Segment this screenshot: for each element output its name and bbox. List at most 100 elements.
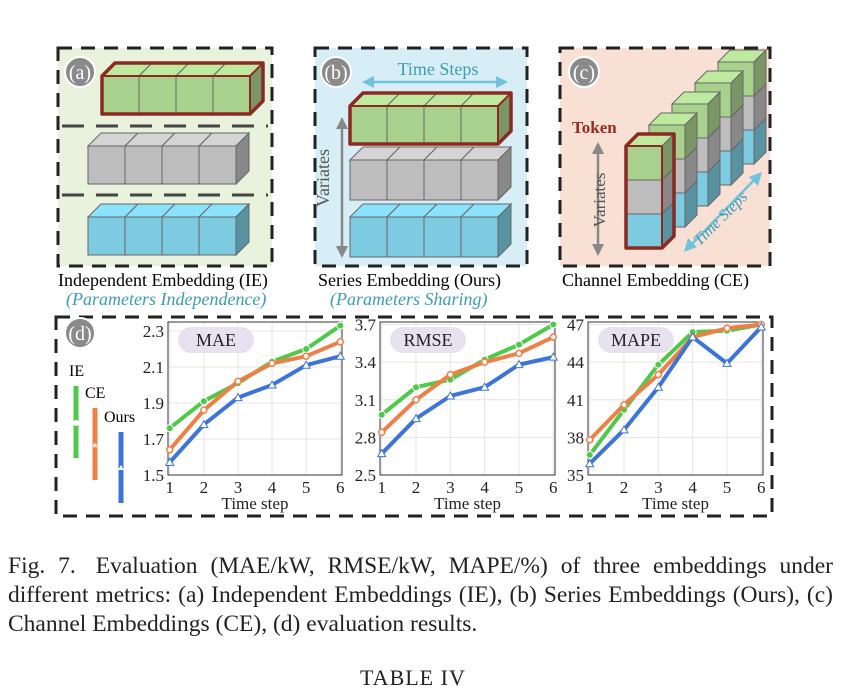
point-ours xyxy=(514,359,524,369)
panel-a-badge xyxy=(64,56,96,88)
point-ours xyxy=(687,332,698,341)
point-ce xyxy=(200,406,208,414)
x-tick-label: 5 xyxy=(515,478,524,497)
panel-d-frame xyxy=(54,315,774,518)
series-line-ours xyxy=(168,354,341,464)
point-ce xyxy=(268,359,276,368)
panel-b-name: Series Embedding (Ours) xyxy=(318,270,501,291)
y-tick-label: 2.3 xyxy=(143,322,164,341)
blue-cube-row xyxy=(348,202,513,259)
point-ce xyxy=(377,428,386,437)
y-tick-label: 1.7 xyxy=(143,430,165,449)
point-ce xyxy=(302,352,310,360)
point-ours xyxy=(164,457,175,466)
time-arrow xyxy=(689,177,757,247)
panel-d-badge xyxy=(64,317,96,349)
point-ie xyxy=(377,410,386,419)
blue-cube-row xyxy=(86,202,251,257)
y-tick-label: 38 xyxy=(567,428,584,447)
green-cube-row xyxy=(100,61,265,116)
x-tick-label: 1 xyxy=(377,478,386,497)
point-ce xyxy=(480,358,489,366)
x-tick-label: 4 xyxy=(480,478,489,497)
panel-b-letter: (b) xyxy=(324,62,347,84)
gray-cube-row xyxy=(348,145,513,202)
panel-c-token-label: Token xyxy=(572,118,617,137)
series-line-ce xyxy=(588,322,762,442)
series-line-ours xyxy=(588,325,763,466)
x-tick-label: 4 xyxy=(688,478,697,497)
y-tick-label: 3.1 xyxy=(355,391,376,410)
x-tick-label: 5 xyxy=(723,478,732,497)
legend-ce-label: CE xyxy=(85,385,105,402)
panel-d: (d) IE CE ★ Ours 1.5 1.7 1.9 2.1 2.3 1 2 3 4 5 6 MA… xyxy=(54,315,774,518)
point-ours xyxy=(548,352,559,361)
next-table-title: TABLE IV xyxy=(360,665,466,690)
point-ours xyxy=(584,458,595,468)
point-ce xyxy=(336,338,345,346)
panel-b-top-label: Time Steps xyxy=(398,59,479,79)
y-tick-label: 2.5 xyxy=(355,466,376,485)
gray-cube-row xyxy=(86,131,251,186)
panel-a: (a) Independent Embedding (IE) (Paramete… xyxy=(56,46,274,310)
y-tick-label: 41 xyxy=(567,391,584,410)
point-ours xyxy=(445,390,456,400)
x-axis-label: Time step xyxy=(222,494,289,513)
panel-a-name: Independent Embedding (IE) xyxy=(58,270,268,291)
chart-title-pill xyxy=(598,327,674,353)
x-axis-label: Time step xyxy=(434,494,501,513)
point-ie xyxy=(302,345,311,353)
point-ours xyxy=(479,382,490,391)
point-ie xyxy=(585,450,594,459)
panel-d-letter: (d) xyxy=(68,323,91,345)
legend-ce-marker: ★ xyxy=(91,441,98,450)
green-cube-row xyxy=(348,91,513,146)
point-ours xyxy=(267,379,277,389)
y-tick-label: 1.5 xyxy=(143,466,164,485)
chart-title-pill xyxy=(178,327,254,353)
x-tick-label: 1 xyxy=(165,478,174,497)
x-tick-label: 6 xyxy=(336,478,345,497)
point-ie xyxy=(514,340,523,349)
point-ours xyxy=(756,322,767,331)
panel-c-side-label: Variates xyxy=(590,173,609,228)
point-ours xyxy=(301,360,312,369)
legend-ie-marker xyxy=(73,420,79,426)
y-tick-label: 2.1 xyxy=(143,358,164,377)
chart-title: MAE xyxy=(196,330,236,350)
figure: (a) Independent Embedding (IE) (Paramete… xyxy=(54,46,774,518)
panel-b-side-label: Variates xyxy=(313,149,333,207)
x-tick-label: 3 xyxy=(654,478,663,497)
point-ours xyxy=(619,424,629,434)
point-ie xyxy=(412,383,421,392)
panel-a-sub: (Parameters Independence) xyxy=(66,289,266,310)
y-tick-label: 44 xyxy=(567,353,585,372)
point-ours xyxy=(335,351,346,360)
series-line-ce xyxy=(168,339,342,452)
chart-title-pill xyxy=(390,327,466,353)
point-ie xyxy=(165,424,174,433)
point-ours xyxy=(653,382,664,391)
panel-c-letter: (c) xyxy=(573,62,595,84)
x-tick-label: 4 xyxy=(268,478,277,497)
panel-b-badge xyxy=(320,56,352,88)
legend-ours-label: Ours xyxy=(104,409,135,426)
series-line-ours xyxy=(380,355,554,456)
point-ie xyxy=(199,397,208,406)
point-ie xyxy=(654,360,663,369)
panel-c: (c) Token Variates Time Steps Channel Em… xyxy=(558,46,772,291)
series-line-ce xyxy=(380,335,555,434)
legend-ie-label: IE xyxy=(69,363,84,380)
y-tick-label: 1.9 xyxy=(143,394,164,413)
point-ce xyxy=(412,396,420,404)
x-tick-label: 3 xyxy=(234,478,243,497)
y-tick-label: 35 xyxy=(567,466,584,485)
y-tick-label: 3.4 xyxy=(355,353,377,372)
point-ce xyxy=(620,401,628,409)
chart-rmse: 2.5 2.8 3.1 3.4 3.7 1 2 3 4 5 6 RMSE Time step xyxy=(355,316,559,513)
series-line-ie xyxy=(588,322,762,457)
y-tick-label: 3.7 xyxy=(355,316,377,335)
x-tick-label: 5 xyxy=(302,478,311,497)
point-ce xyxy=(549,333,558,341)
caption-label: Fig. 7. xyxy=(8,553,76,579)
